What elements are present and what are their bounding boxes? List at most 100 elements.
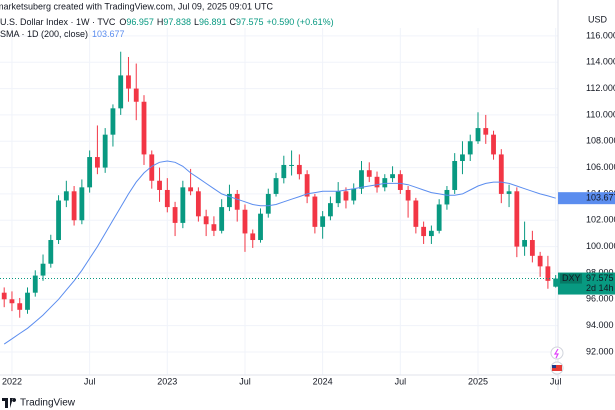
candle-body [553,278,559,287]
candle-body [428,230,434,237]
y-tick-label: 116.000 [586,30,615,40]
candle-body [234,193,240,210]
candle-body [405,189,411,201]
plot [0,51,559,345]
y-tick-label: 94.000 [586,320,614,330]
candle-body [312,196,318,227]
candle-body [141,101,147,155]
candle-body [126,75,131,89]
sma-line: SMA · 1D (200, close) 103.677 [0,29,125,39]
change: +0.590 (+0.61%) [267,17,334,27]
candle-body [397,174,403,190]
candle-body [102,134,108,168]
x-tick-label: Jul [239,376,251,386]
candle-body [320,216,326,227]
candle-body [281,164,287,179]
candle-body [390,174,395,179]
candle-body [506,191,512,194]
candle-body [273,178,279,194]
candle-body [242,209,248,234]
candle-body [444,189,450,205]
candle-body [71,191,77,221]
y-tick-label: 98.000 [586,267,614,277]
x-tick-label: Jul [550,376,562,386]
y-tick-label: 108.000 [586,136,615,146]
x-tick-label: 2024 [313,376,333,386]
y-tick-label: 110.000 [586,109,615,119]
y-tick-label: 92.000 [586,346,614,356]
sma-value: 103.677 [92,29,125,39]
brand-logo [2,398,17,408]
candle-body [374,176,380,188]
candle-body [227,193,232,208]
currency: USD [588,14,608,24]
y-tick-label: 100.000 [586,241,615,251]
candle-body [328,203,333,217]
candle-body [296,164,302,175]
sma-price-tag [558,192,615,205]
candle-body [537,255,543,267]
sma-line [3,160,556,345]
symbol-line: U.S. Dollar Index · 1W · TVC O96.957 H97.8… [0,17,334,27]
event-icon[interactable] [550,346,564,360]
symbol-label: DXY [562,273,581,283]
candle-body [17,303,23,310]
high-value: 97.838 [163,17,191,27]
candle-body [188,187,194,192]
symbol: U.S. Dollar Index · 1W · TVC [0,17,116,27]
candle-body [545,266,551,281]
grid [0,0,615,390]
candle-body [475,128,481,142]
candle-body [56,200,61,241]
candle-body [211,224,217,231]
x-tick-label: 2022 [2,376,22,386]
candle-body [343,191,349,201]
candle-body [483,128,489,135]
low-label: L [194,17,199,27]
countdown-label: 2d 14h [586,283,614,293]
credit: marketsuberg created with TradingView.co… [0,1,273,11]
open-label: O [119,17,126,27]
flag-icon-glyph [552,365,562,371]
candle-body [421,226,427,237]
sma-price-label: 103.677 [586,193,615,203]
open-value: 96.957 [126,17,154,27]
candle-body [436,204,442,231]
low-value: 96.891 [199,17,227,27]
y-tick-label: 96.000 [586,294,614,304]
candle-body [40,263,46,276]
y-tick-label: 106.000 [586,162,615,172]
candle-body [258,213,263,241]
candle-body [118,75,124,109]
candle-body [250,233,256,241]
candle-body [110,108,116,135]
candle-body [359,170,364,189]
candle-body [413,200,419,227]
close-label: C [230,17,237,27]
candle-body [514,191,520,247]
candle-body [180,187,186,223]
candle-body [467,141,473,155]
candle-body [304,174,310,197]
candle-body [351,188,357,201]
candle-body [522,240,528,247]
candle-body [452,161,458,190]
sma-title: SMA · 1D (200, close) [0,29,88,39]
candle-body [79,187,85,221]
candle-body [460,154,465,162]
y-tick-label: 102.000 [586,215,615,225]
candle-body [63,191,69,201]
candle-body [25,292,30,310]
candle-body [219,207,225,231]
x-tick-label: 2025 [468,376,488,386]
candle-body [164,189,170,208]
candle-body [32,275,38,293]
close-value: 97.575 [236,17,264,27]
high-label: H [157,17,164,27]
x-tick-label: Jul [395,376,407,386]
flag-icon-canton [552,365,556,368]
candle-body [203,216,209,225]
candle-body [94,157,100,168]
